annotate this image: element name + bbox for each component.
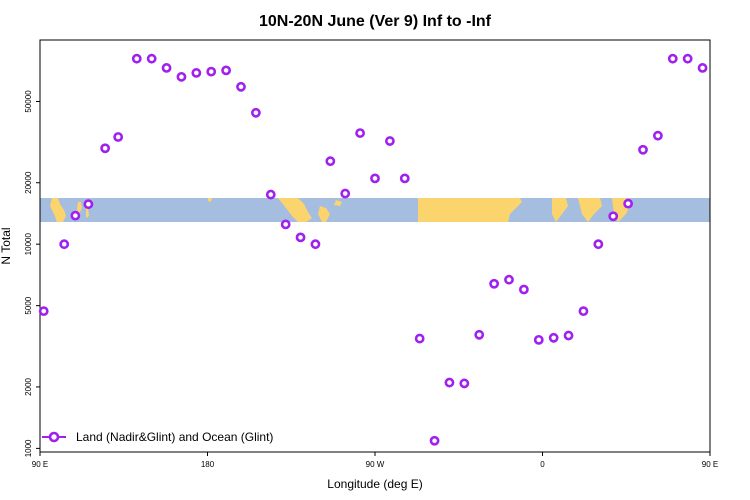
data-point bbox=[414, 333, 425, 344]
x-tick-label: 90 E bbox=[32, 460, 48, 469]
data-point bbox=[548, 332, 559, 343]
y-tick-label: 1000 bbox=[24, 439, 33, 457]
data-point bbox=[206, 66, 217, 77]
data-point bbox=[355, 128, 366, 138]
land-west-africa bbox=[418, 198, 522, 222]
legend: Land (Nadir&Glint) and Ocean (Glint) bbox=[42, 430, 273, 444]
data-point bbox=[504, 274, 514, 285]
data-point bbox=[221, 65, 232, 76]
x-axis: 90 E 180 90 W 0 90 E bbox=[32, 452, 718, 469]
data-point bbox=[623, 198, 634, 209]
x-tick-label: 90 W bbox=[366, 460, 385, 469]
y-tick-label: 10000 bbox=[24, 233, 33, 256]
data-point bbox=[100, 143, 111, 154]
land-pacific-islet bbox=[208, 198, 212, 202]
x-axis-label: Longitude (deg E) bbox=[327, 477, 422, 491]
y-axis-label: N Total bbox=[0, 227, 13, 264]
land-philippines bbox=[50, 198, 66, 222]
data-point bbox=[563, 330, 574, 341]
data-point bbox=[384, 136, 395, 146]
data-point bbox=[638, 144, 648, 155]
data-point bbox=[83, 199, 94, 210]
data-point bbox=[146, 53, 157, 64]
data-point bbox=[161, 63, 172, 73]
data-point bbox=[250, 107, 261, 118]
land-island-small-2 bbox=[86, 208, 89, 218]
data-point bbox=[325, 156, 336, 167]
data-point bbox=[131, 53, 142, 64]
plot-frame bbox=[39, 39, 711, 453]
land-caribbean bbox=[334, 200, 342, 206]
y-tick-label: 5000 bbox=[24, 296, 33, 314]
map-strip bbox=[40, 198, 710, 222]
data-point bbox=[652, 130, 663, 141]
legend-marker bbox=[48, 431, 60, 443]
data-point bbox=[310, 239, 321, 250]
data-point bbox=[474, 329, 485, 340]
data-point bbox=[608, 211, 619, 222]
y-tick-label: 50000 bbox=[24, 90, 33, 113]
series-points bbox=[38, 53, 708, 446]
data-point bbox=[399, 173, 410, 184]
data-point bbox=[518, 284, 529, 295]
data-point bbox=[697, 63, 708, 73]
data-point bbox=[533, 334, 544, 345]
data-point bbox=[295, 232, 306, 243]
land-india bbox=[578, 198, 602, 222]
y-axis: 1000 2000 5000 10000 20000 50000 bbox=[24, 90, 40, 457]
y-tick-label: 2000 bbox=[24, 377, 33, 395]
data-point bbox=[113, 132, 124, 142]
x-tick-label: 180 bbox=[201, 460, 215, 469]
data-point bbox=[176, 71, 187, 82]
y-tick-label: 20000 bbox=[24, 171, 33, 194]
data-point bbox=[578, 306, 589, 317]
data-point bbox=[340, 188, 351, 199]
data-point bbox=[667, 53, 678, 64]
data-point bbox=[459, 378, 470, 389]
data-point bbox=[682, 53, 693, 64]
legend-label: Land (Nadir&Glint) and Ocean (Glint) bbox=[76, 430, 273, 444]
land-masses bbox=[50, 198, 630, 222]
data-point bbox=[265, 189, 276, 200]
x-tick-label: 90 E bbox=[702, 460, 718, 469]
data-point bbox=[444, 377, 455, 388]
land-arabia bbox=[552, 198, 568, 222]
data-point bbox=[236, 81, 246, 92]
data-point bbox=[59, 239, 70, 250]
data-point bbox=[191, 68, 202, 78]
data-point bbox=[70, 210, 81, 221]
land-island-small-1 bbox=[77, 202, 82, 214]
land-mexico bbox=[278, 198, 312, 222]
data-point bbox=[370, 173, 380, 184]
land-central-america bbox=[318, 206, 330, 222]
data-point bbox=[280, 219, 291, 230]
chart-title: 10N-20N June (Ver 9) Inf to -Inf bbox=[259, 13, 492, 30]
data-point bbox=[38, 306, 49, 317]
data-point bbox=[429, 435, 440, 446]
data-point bbox=[489, 278, 500, 289]
data-point bbox=[593, 239, 604, 250]
x-tick-label: 0 bbox=[540, 460, 545, 469]
